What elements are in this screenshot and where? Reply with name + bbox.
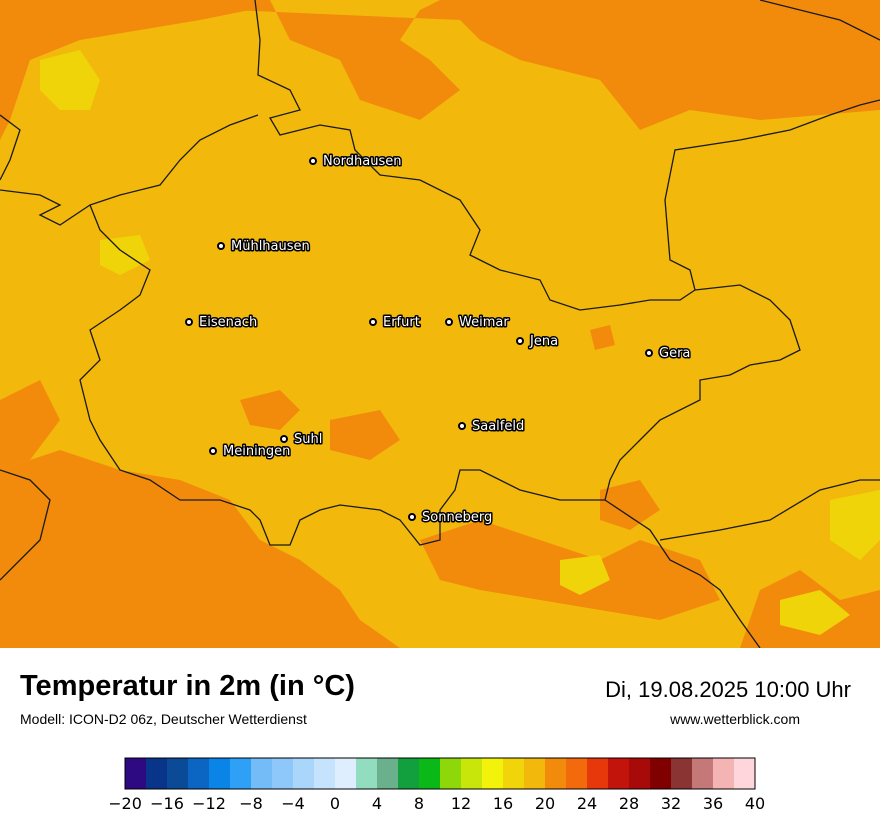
legend-color-box bbox=[734, 758, 755, 789]
website-label: www.wetterblick.com bbox=[670, 711, 800, 727]
city-dot bbox=[516, 337, 524, 345]
legend-color-box bbox=[251, 758, 272, 789]
legend-tick-label: 16 bbox=[493, 794, 513, 813]
legend-color-box bbox=[482, 758, 503, 789]
legend-color-box bbox=[503, 758, 524, 789]
city-marker: Gera bbox=[645, 345, 692, 363]
city-dot bbox=[217, 242, 225, 250]
legend-color-box bbox=[230, 758, 251, 789]
temperature-map: Nordhausen Mühlhausen Eisenach Erfurt Weimar… bbox=[0, 0, 880, 648]
city-label: Jena bbox=[529, 334, 558, 349]
warm-temperature-areas bbox=[0, 0, 880, 648]
city-marker: Jena bbox=[516, 333, 560, 351]
legend-outline bbox=[124, 757, 756, 790]
legend-tick-label: 20 bbox=[535, 794, 555, 813]
city-marker: Meiningen bbox=[209, 443, 292, 461]
city-label: Meiningen bbox=[223, 444, 290, 459]
city-label: Gera bbox=[659, 346, 690, 361]
legend-tick-label: −12 bbox=[192, 794, 226, 813]
legend-tick-label: 4 bbox=[372, 794, 382, 813]
model-info: Modell: ICON-D2 06z, Deutscher Wetterdie… bbox=[20, 711, 307, 727]
legend-color-box bbox=[650, 758, 671, 789]
legend-color-box bbox=[398, 758, 419, 789]
legend-color-box bbox=[314, 758, 335, 789]
legend-color-box bbox=[608, 758, 629, 789]
legend-color-box bbox=[293, 758, 314, 789]
legend-tick-label: −8 bbox=[239, 794, 263, 813]
legend-color-box bbox=[461, 758, 482, 789]
legend-tick-label: −20 bbox=[110, 794, 142, 813]
legend-color-box bbox=[713, 758, 734, 789]
city-dot bbox=[458, 422, 466, 430]
map-title: Temperatur in 2m (in °C) bbox=[20, 670, 355, 702]
legend-color-box bbox=[566, 758, 587, 789]
legend-tick-label: 12 bbox=[451, 794, 471, 813]
legend-color-box bbox=[335, 758, 356, 789]
city-marker: Suhl bbox=[280, 431, 324, 449]
city-label: Eisenach bbox=[199, 315, 257, 330]
city-dot bbox=[309, 157, 317, 165]
legend-color-box bbox=[167, 758, 188, 789]
city-marker: Mühlhausen bbox=[217, 238, 311, 256]
city-dot bbox=[185, 318, 193, 326]
legend-tick-label: 36 bbox=[703, 794, 723, 813]
legend-color-box bbox=[524, 758, 545, 789]
city-marker: Nordhausen bbox=[309, 153, 403, 171]
legend-tick-label: 24 bbox=[577, 794, 597, 813]
city-label: Sonneberg bbox=[422, 510, 492, 525]
city-marker: Sonneberg bbox=[408, 509, 494, 527]
legend-color-box bbox=[629, 758, 650, 789]
forecast-datetime: Di, 19.08.2025 10:00 Uhr bbox=[605, 677, 851, 702]
city-label: Mühlhausen bbox=[231, 239, 310, 254]
city-dot bbox=[209, 447, 217, 455]
city-marker: Weimar bbox=[445, 314, 511, 332]
city-label: Saalfeld bbox=[472, 419, 524, 434]
legend-color-box bbox=[209, 758, 230, 789]
city-marker: Eisenach bbox=[185, 314, 259, 332]
city-marker: Erfurt bbox=[369, 314, 421, 332]
legend-color-box bbox=[419, 758, 440, 789]
legend-tick-label: −4 bbox=[281, 794, 305, 813]
legend-tick-label: 28 bbox=[619, 794, 639, 813]
legend-color-box bbox=[272, 758, 293, 789]
city-label: Weimar bbox=[459, 315, 509, 330]
city-dot bbox=[369, 318, 377, 326]
city-label: Suhl bbox=[294, 432, 322, 447]
city-marker: Saalfeld bbox=[458, 418, 526, 436]
legend-color-box bbox=[125, 758, 146, 789]
city-label: Erfurt bbox=[383, 315, 420, 330]
city-dot bbox=[645, 349, 653, 357]
legend-tick-label: −16 bbox=[150, 794, 184, 813]
city-label: Nordhausen bbox=[323, 154, 402, 169]
legend-tick-label: 40 bbox=[745, 794, 765, 813]
legend-color-box bbox=[356, 758, 377, 789]
city-markers: Nordhausen Mühlhausen Eisenach Erfurt Weimar… bbox=[185, 153, 692, 527]
legend-color-box bbox=[545, 758, 566, 789]
legend-color-box bbox=[692, 758, 713, 789]
legend-color-box bbox=[671, 758, 692, 789]
city-dot bbox=[408, 513, 416, 521]
legend-color-box bbox=[377, 758, 398, 789]
legend-color-box bbox=[587, 758, 608, 789]
temperature-legend: −20 −16 −12 −8 −4 0 4 8 12 16 20 24 28 32 36 40 bbox=[110, 757, 765, 813]
legend-color-box bbox=[188, 758, 209, 789]
city-dot bbox=[280, 435, 288, 443]
legend-tick-label: 32 bbox=[661, 794, 681, 813]
cooler-temperature-areas bbox=[40, 50, 880, 635]
legend-color-box bbox=[146, 758, 167, 789]
state-borders bbox=[0, 0, 880, 648]
city-dot bbox=[445, 318, 453, 326]
legend-tick-label: 0 bbox=[330, 794, 340, 813]
legend-color-box bbox=[440, 758, 461, 789]
legend-tick-label: 8 bbox=[414, 794, 424, 813]
